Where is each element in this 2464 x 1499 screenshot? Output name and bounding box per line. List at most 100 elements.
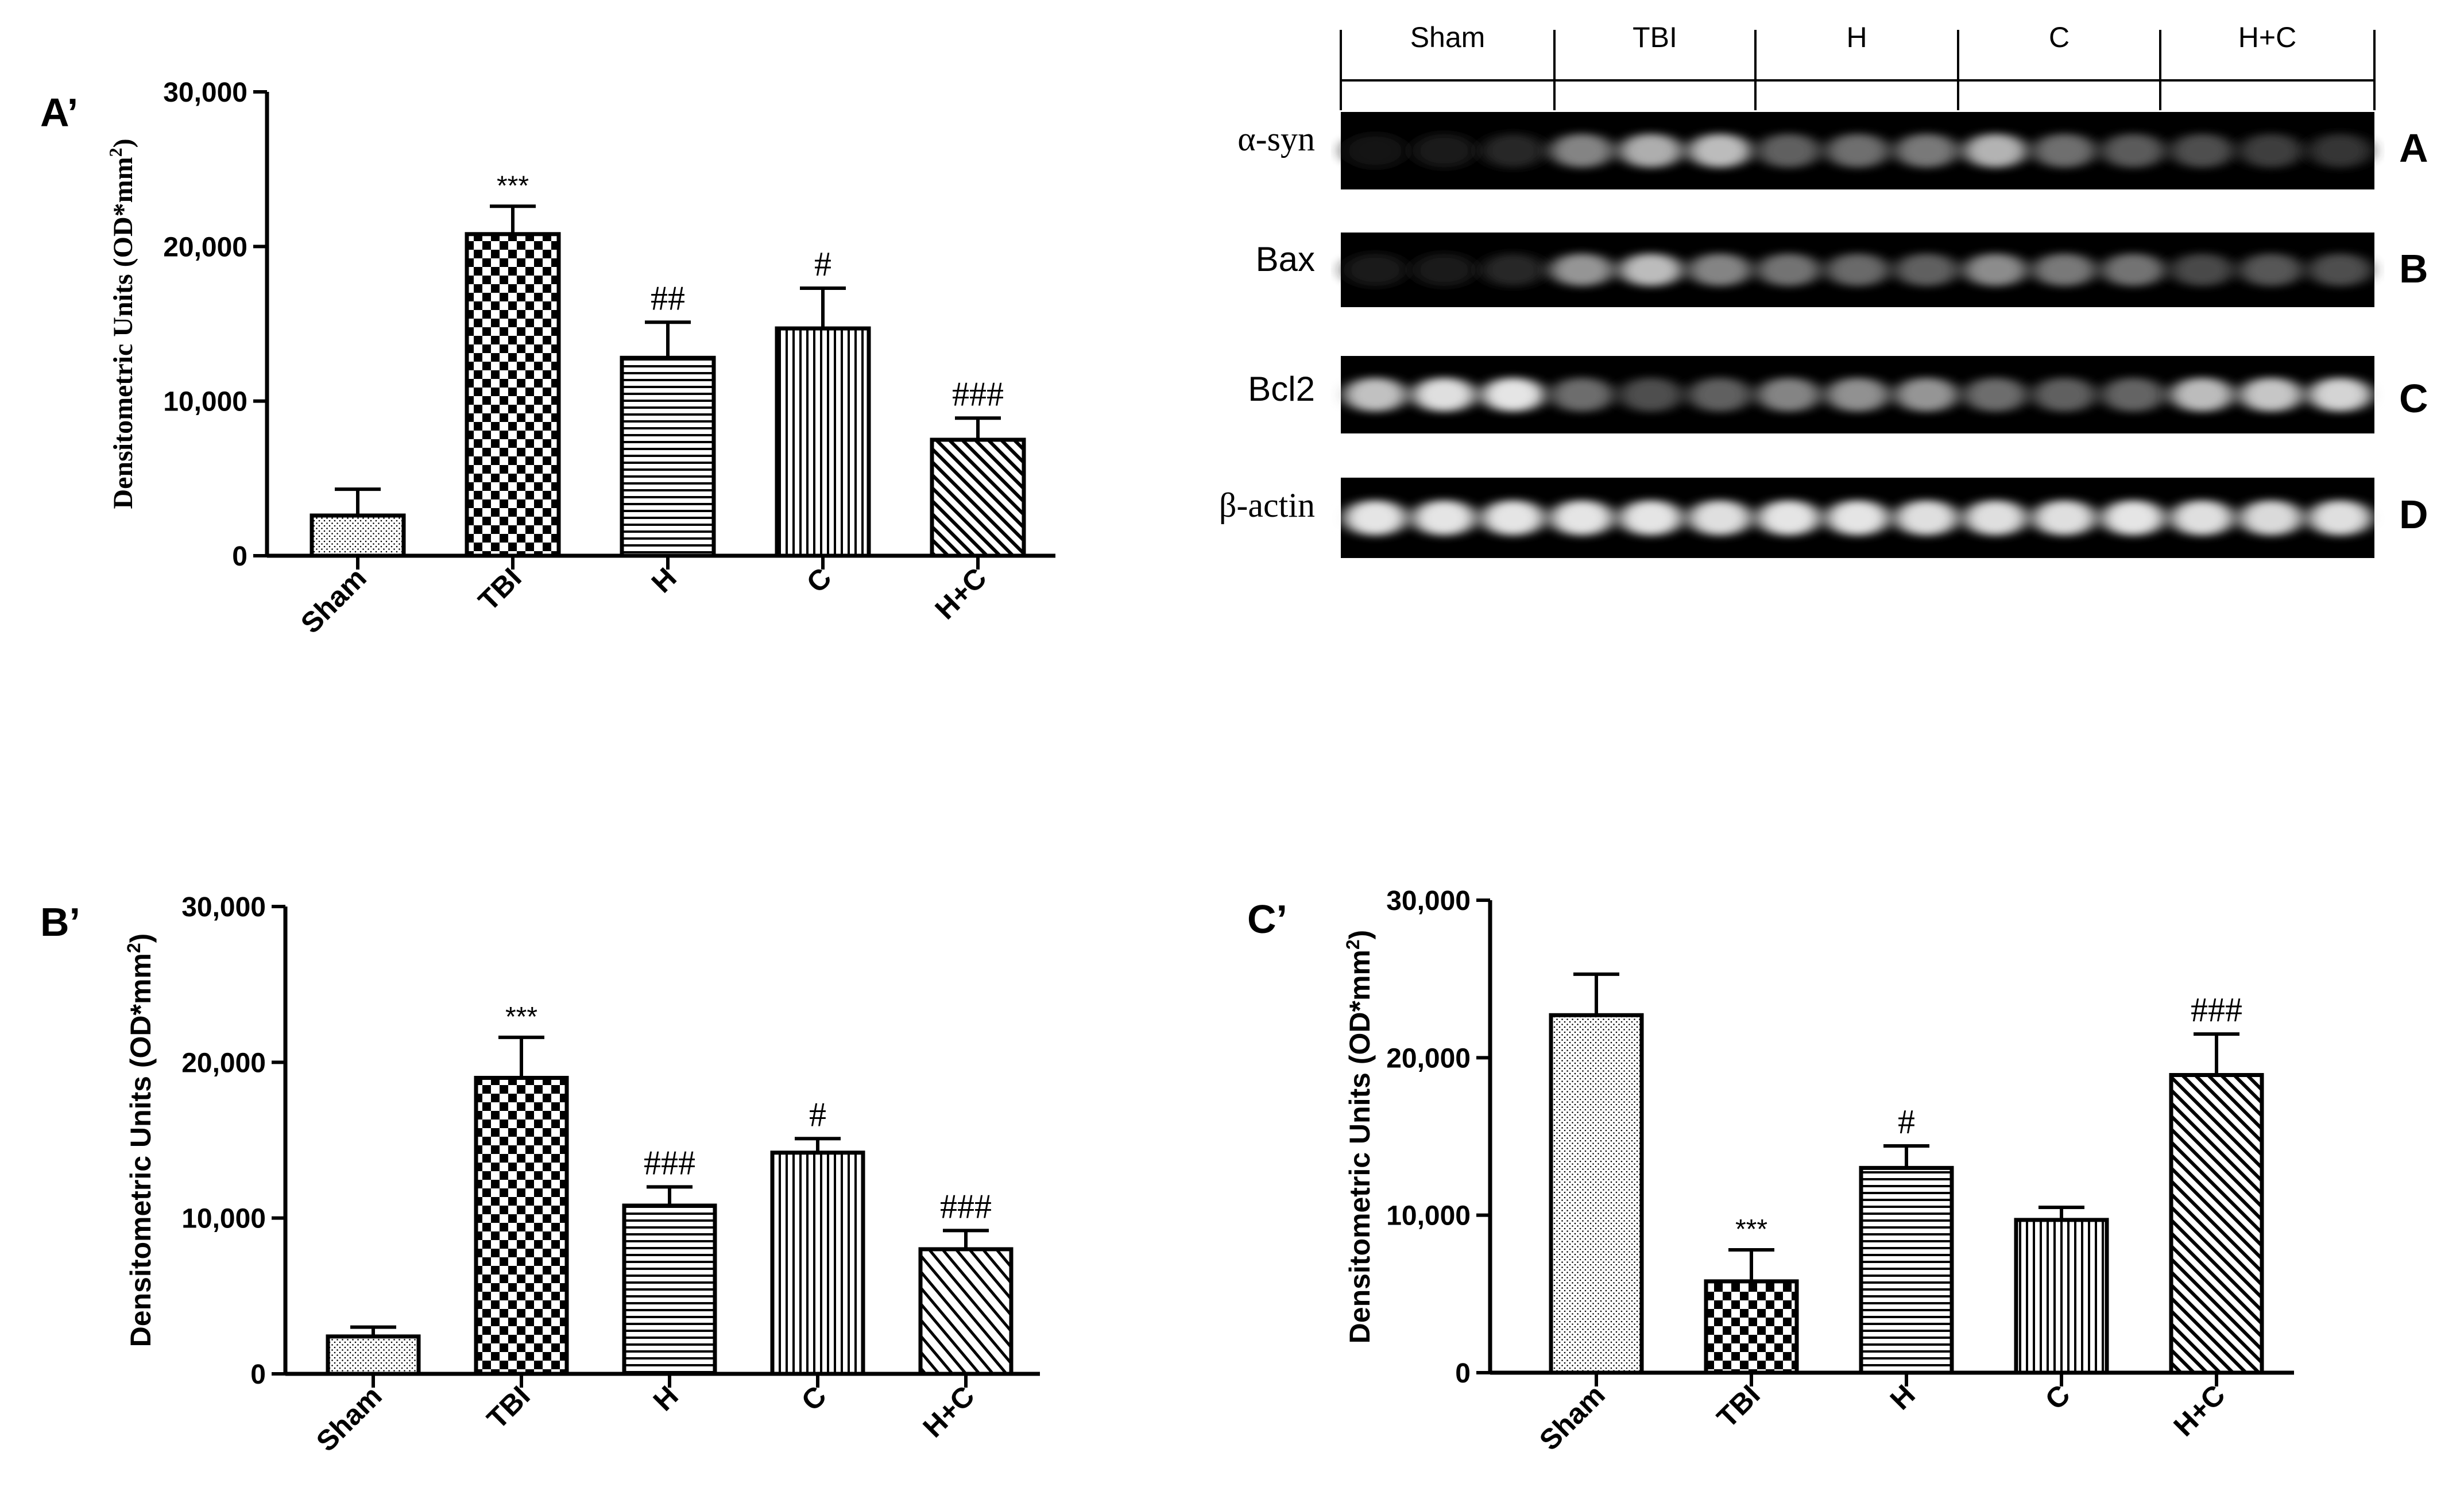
chart-a-significance-marker: ## bbox=[651, 279, 685, 317]
blot-row-letter: A bbox=[2399, 126, 2428, 171]
blot-band bbox=[1894, 500, 1959, 536]
blot-band bbox=[1619, 377, 1683, 412]
chart-a-prime: A’ Densitometric Units (OD*mm2) 0 10,000 20,… bbox=[40, 78, 1055, 640]
chart-b-significance-marker: # bbox=[809, 1095, 826, 1133]
chart-a-bar-hplusc bbox=[930, 437, 1026, 558]
chart-c-y-tick-label: 0 bbox=[1455, 1358, 1471, 1389]
blot-band bbox=[2308, 500, 2372, 536]
blot-band bbox=[1481, 253, 1545, 286]
chart-b-x-tick-label: H bbox=[647, 1380, 684, 1417]
chart-a-panel-label: A’ bbox=[40, 90, 78, 135]
blot-band bbox=[1343, 253, 1407, 286]
blot-row-label: Bcl2 bbox=[1248, 370, 1315, 408]
blot-row-label: β-actin bbox=[1219, 486, 1315, 524]
chart-a-bar-c bbox=[775, 326, 871, 558]
blot-band bbox=[2032, 377, 2096, 412]
chart-a-bar-h bbox=[620, 355, 716, 558]
chart-c-y-tick-label: 10,000 bbox=[1386, 1201, 1471, 1231]
blot-row-letter: B bbox=[2399, 246, 2428, 291]
blot-band bbox=[2308, 253, 2372, 286]
western-blot-panel: Sham TBI H C H+C α-syn A Bax B Bcl2 Cβ-actin D bbox=[1219, 21, 2428, 558]
chart-c-y-tick-label: 20,000 bbox=[1386, 1043, 1471, 1074]
blot-band bbox=[2170, 500, 2234, 536]
chart-b-x-tick-label: Sham bbox=[310, 1380, 388, 1458]
chart-b-bar-c bbox=[770, 1151, 865, 1376]
blot-band bbox=[1481, 133, 1545, 168]
blot-band bbox=[1757, 500, 1821, 536]
blot-band bbox=[1894, 133, 1959, 168]
blot-band bbox=[2101, 500, 2165, 536]
chart-b-y-tick-label: 30,000 bbox=[181, 892, 266, 923]
blot-band bbox=[1688, 377, 1752, 412]
blot-band bbox=[1412, 377, 1476, 412]
blot-group-label-h: H bbox=[1846, 21, 1867, 53]
blot-band bbox=[1894, 253, 1959, 286]
chart-a-y-axis-label: Densitometric Units (OD*mm2) bbox=[105, 138, 138, 509]
chart-b-y-axis-label: Densitometric Units (OD*mm2) bbox=[123, 934, 157, 1347]
blot-band bbox=[2101, 377, 2165, 412]
blot-band bbox=[1688, 253, 1752, 286]
blot-band bbox=[1412, 133, 1476, 168]
blot-band bbox=[2170, 133, 2234, 168]
blot-band bbox=[1550, 500, 1614, 536]
blot-band bbox=[1481, 500, 1545, 536]
blot-band bbox=[2032, 500, 2096, 536]
chart-a-significance-marker: # bbox=[814, 245, 831, 283]
chart-c-prime: C’ Densitometric Units (OD*mm2) 0 10,000 20,… bbox=[1247, 886, 2294, 1457]
blot-group-label-c: C bbox=[2049, 21, 2070, 53]
chart-a-significance-marker: *** bbox=[497, 171, 529, 201]
blot-band bbox=[2239, 377, 2303, 412]
blot-band bbox=[1963, 377, 2028, 412]
blot-band bbox=[2239, 500, 2303, 536]
blot-band bbox=[1343, 377, 1407, 412]
chart-a-x-tick-label: Sham bbox=[295, 561, 373, 640]
blot-group-label-hplusc: H+C bbox=[2238, 21, 2296, 53]
chart-c-x-tick-label: TBI bbox=[1711, 1378, 1766, 1434]
chart-c-bar-hplusc bbox=[2169, 1073, 2264, 1375]
chart-a-y-tick-label: 20,000 bbox=[163, 232, 247, 262]
blot-band bbox=[2101, 133, 2165, 168]
chart-b-x-tick-label: H+C bbox=[916, 1380, 980, 1443]
chart-c-significance-marker: ### bbox=[2191, 991, 2242, 1029]
chart-a-bar-sham bbox=[310, 513, 406, 558]
blot-band bbox=[1688, 500, 1752, 536]
chart-b-significance-marker: ### bbox=[644, 1144, 695, 1182]
chart-c-x-tick-label: H+C bbox=[2167, 1378, 2231, 1442]
blot-band bbox=[1412, 253, 1476, 286]
blot-band bbox=[2170, 253, 2234, 286]
chart-c-y-axis-label: Densitometric Units (OD*mm2) bbox=[1343, 930, 1376, 1344]
chart-b-bar-sham bbox=[326, 1334, 421, 1376]
blot-band bbox=[2170, 377, 2234, 412]
blot-band bbox=[1619, 253, 1683, 286]
blot-band bbox=[2239, 133, 2303, 168]
chart-b-panel-label: B’ bbox=[40, 900, 80, 944]
chart-a-x-tick-label: TBI bbox=[472, 561, 528, 617]
blot-band bbox=[2308, 133, 2372, 168]
chart-b-bar-h bbox=[622, 1203, 717, 1376]
blot-band bbox=[1619, 500, 1683, 536]
chart-b-y-tick-label: 0 bbox=[250, 1359, 266, 1390]
chart-b-bar-hplusc bbox=[918, 1247, 1014, 1376]
chart-c-bar-h bbox=[1859, 1165, 1954, 1375]
blot-band bbox=[1825, 253, 1890, 286]
chart-a-y-tick-label: 0 bbox=[232, 541, 247, 572]
chart-c-x-tick-label: Sham bbox=[1533, 1378, 1611, 1457]
chart-b-significance-marker: ### bbox=[940, 1187, 992, 1225]
chart-c-bar-tbi bbox=[1704, 1279, 1799, 1375]
blot-row-letter: D bbox=[2399, 492, 2428, 537]
blot-band bbox=[1963, 133, 2028, 168]
chart-b-x-tick-label: TBI bbox=[481, 1380, 536, 1435]
blot-band bbox=[1343, 133, 1407, 168]
blot-row-label: Bax bbox=[1256, 240, 1315, 278]
blot-band bbox=[2101, 253, 2165, 286]
chart-c-bar-c bbox=[2014, 1218, 2109, 1375]
blot-band bbox=[1688, 133, 1752, 168]
blot-band bbox=[1894, 377, 1959, 412]
chart-b-x-tick-label: C bbox=[795, 1380, 833, 1417]
chart-b-y-tick-label: 20,000 bbox=[181, 1048, 266, 1078]
blot-band bbox=[2239, 253, 2303, 286]
blot-group-label-sham: Sham bbox=[1410, 21, 1486, 53]
blot-group-label-tbi: TBI bbox=[1633, 21, 1677, 53]
chart-b-bar-tbi bbox=[474, 1075, 569, 1376]
